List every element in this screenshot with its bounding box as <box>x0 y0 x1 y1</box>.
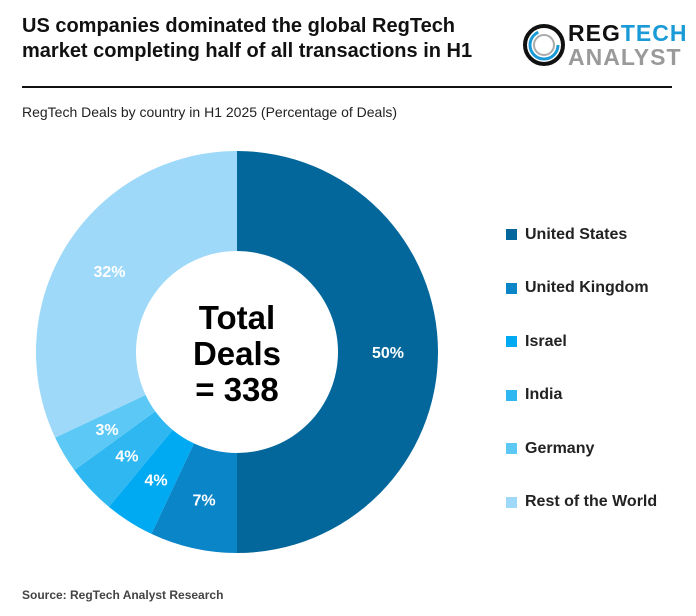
legend: United States United Kingdom Israel India Ge… <box>506 208 657 529</box>
legend-swatch <box>506 282 517 294</box>
logo-ring-icon <box>523 24 565 66</box>
chart-title: RegTech Deals by country in H1 2025 (Per… <box>22 104 398 120</box>
legend-item: United States <box>506 208 657 262</box>
data-label: 32% <box>93 264 125 281</box>
slice-united-states <box>237 151 438 553</box>
data-label: 3% <box>95 422 118 439</box>
logo-reg: REG <box>568 20 621 46</box>
legend-item: Israel <box>506 315 657 369</box>
headline: US companies dominated the global RegTec… <box>22 15 473 62</box>
center-line-3: = 338 <box>195 371 279 408</box>
slice-germany <box>55 395 156 471</box>
legend-item: Germany <box>506 422 657 476</box>
slice-rest-of-the-world <box>36 151 237 438</box>
center-line-2: Deals <box>192 335 282 372</box>
legend-swatch <box>506 389 517 401</box>
data-label: 4% <box>145 472 168 489</box>
data-label: 50% <box>372 345 404 362</box>
data-label: 4% <box>115 448 138 465</box>
legend-label: Israel <box>525 332 567 350</box>
center-line-1: Total <box>198 299 276 336</box>
legend-swatch <box>506 336 517 348</box>
legend-label: Rest of the World <box>525 493 658 511</box>
legend-label: United Kingdom <box>525 279 649 297</box>
logo-analyst: ANALYST <box>568 44 682 70</box>
slice-india <box>74 411 173 507</box>
divider <box>22 86 672 88</box>
legend-label: United States <box>525 225 628 243</box>
legend-swatch <box>506 443 517 455</box>
slice-united-kingdom <box>151 443 237 553</box>
legend-label: Germany <box>525 439 595 457</box>
slice-israel <box>108 429 194 534</box>
legend-item: Rest of the World <box>506 476 657 530</box>
data-label: 7% <box>192 492 215 509</box>
logo-tech: TECH <box>620 20 688 46</box>
source-note: Source: RegTech Analyst Research <box>22 588 224 602</box>
legend-label: India <box>525 386 563 404</box>
legend-swatch <box>506 229 517 241</box>
legend-item: India <box>506 369 657 423</box>
legend-swatch <box>506 496 517 508</box>
regtech-analyst-logo: REGTECH ANALYST <box>522 18 692 73</box>
legend-item: United Kingdom <box>506 262 657 316</box>
center-label: Total Deals = 338 <box>157 300 317 408</box>
